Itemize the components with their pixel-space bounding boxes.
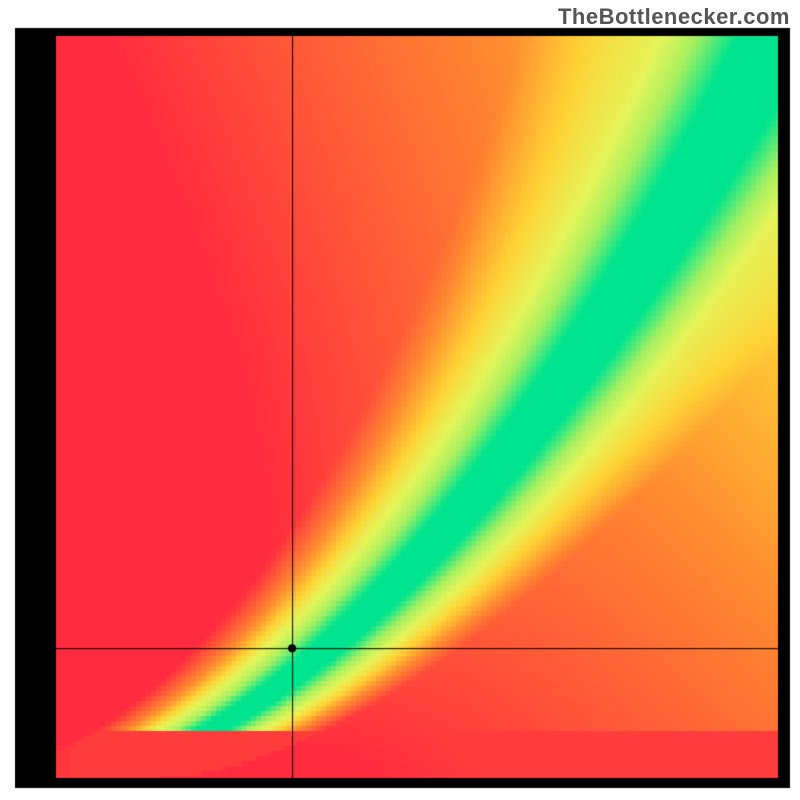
watermark-text: TheBottlenecker.com xyxy=(558,4,790,30)
chart-container: TheBottlenecker.com xyxy=(0,0,800,800)
bottleneck-heatmap xyxy=(0,0,800,800)
